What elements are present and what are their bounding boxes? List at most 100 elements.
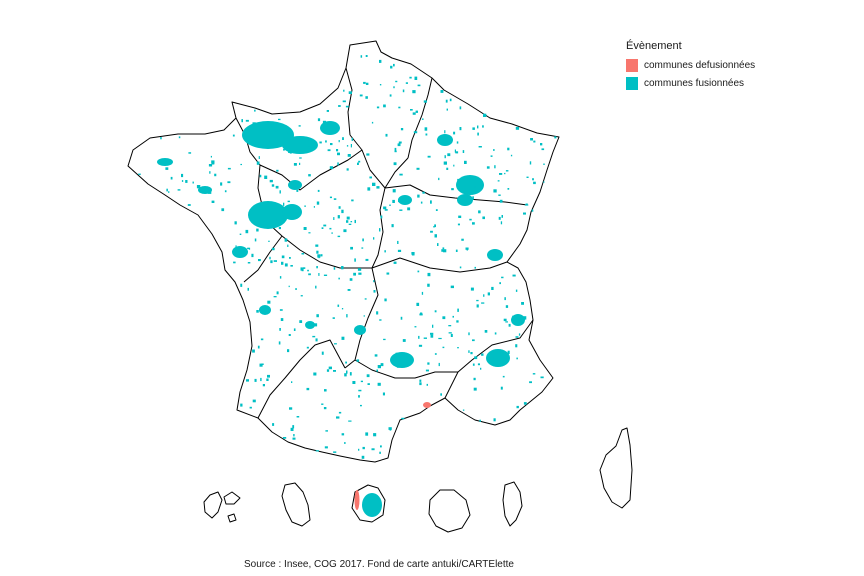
fused-commune-speck <box>321 227 324 229</box>
fused-commune-speck <box>255 130 257 133</box>
fused-commune-speck <box>459 106 462 110</box>
fused-commune-speck <box>358 160 361 163</box>
legend-title: Évènement <box>626 40 682 52</box>
fused-commune-speck <box>279 328 281 331</box>
fused-commune-speck <box>330 143 333 146</box>
fused-commune-speck <box>398 141 402 144</box>
fused-commune-speck <box>421 291 424 295</box>
fused-commune-speck <box>315 244 319 247</box>
fused-commune-speck <box>276 169 279 172</box>
fused-commune-speck <box>490 155 493 157</box>
fused-commune-speck <box>413 131 418 134</box>
fused-commune-speck <box>324 446 328 449</box>
fused-commune-speck <box>316 201 320 205</box>
martinique <box>281 482 311 527</box>
fused-commune-speck <box>529 381 532 384</box>
fused-commune-speck <box>449 98 452 102</box>
fused-commune-speck <box>240 283 243 287</box>
fused-commune-speck <box>362 446 365 450</box>
fused-commune-speck <box>279 190 281 194</box>
fused-commune-speck <box>480 367 482 370</box>
fused-commune-speck <box>302 267 306 269</box>
fused-commune-speck <box>385 133 388 137</box>
fused-commune-speck <box>515 344 518 348</box>
fused-commune-speck <box>354 258 356 262</box>
fused-commune-speck <box>341 308 344 310</box>
fused-commune-speck <box>384 250 386 253</box>
fused-commune-speck <box>374 354 378 357</box>
fused-commune-speck <box>543 163 545 165</box>
fused-commune-speck <box>543 181 545 183</box>
fused-cluster-anjou <box>248 201 288 229</box>
fused-commune-speck <box>185 180 188 183</box>
fused-commune-speck <box>317 118 321 122</box>
fused-commune-speck <box>239 233 242 235</box>
fused-commune-speck <box>276 218 280 221</box>
fused-commune-speck <box>505 305 509 308</box>
fused-commune-speck <box>363 81 366 84</box>
fused-commune-speck <box>269 139 271 143</box>
fused-commune-speck <box>469 218 472 221</box>
fused-commune-speck <box>423 100 427 103</box>
fused-commune-speck <box>273 260 277 262</box>
fused-commune-speck <box>316 250 319 254</box>
fused-commune-speck <box>293 328 296 331</box>
fused-commune-speck <box>320 254 323 257</box>
fused-commune-speck <box>481 353 484 356</box>
fused-commune-speck <box>526 176 529 178</box>
fused-commune-speck <box>350 246 353 250</box>
fused-commune-speck <box>457 347 459 349</box>
fused-commune-speck <box>443 249 447 253</box>
fused-commune-speck <box>376 311 379 315</box>
fused-commune-speck <box>477 132 479 136</box>
fused-commune-speck <box>293 163 297 166</box>
fused-commune-speck <box>507 350 510 354</box>
fused-commune-speck <box>160 137 162 140</box>
fused-commune-speck <box>336 416 340 419</box>
fused-commune-speck <box>296 189 299 192</box>
fused-commune-speck <box>400 128 404 131</box>
fused-commune-speck <box>337 162 339 166</box>
fused-commune-speck <box>298 125 301 127</box>
fused-commune-speck <box>458 215 462 218</box>
fused-commune-speck <box>457 308 459 312</box>
fused-commune-speck <box>178 136 181 139</box>
legend-label-defused: communes defusionnées <box>644 59 756 71</box>
fused-commune-speck <box>466 248 468 251</box>
fused-commune-speck <box>328 366 332 370</box>
fused-commune-speck <box>359 94 363 97</box>
fused-commune-speck <box>304 205 306 207</box>
fused-commune-speck <box>344 373 347 377</box>
fused-commune-speck <box>430 332 434 335</box>
fused-communes-layer <box>157 121 525 517</box>
fused-commune-speck <box>241 119 243 123</box>
fused-commune-speck <box>518 333 521 336</box>
fused-commune-speck <box>505 321 508 323</box>
fused-commune-speck <box>365 55 368 57</box>
fused-commune-speck <box>394 147 397 152</box>
fused-commune-speck <box>338 206 341 209</box>
fused-commune-speck <box>289 151 292 154</box>
fused-commune-speck <box>307 269 309 272</box>
fused-commune-speck <box>295 148 297 152</box>
fused-commune-speck <box>360 404 362 407</box>
fused-commune-speck <box>412 90 416 94</box>
fused-commune-speck <box>288 285 290 288</box>
fused-commune-speck <box>393 86 395 89</box>
fused-commune-speck <box>315 285 317 289</box>
fused-commune-speck <box>208 190 212 194</box>
map-legend: Évènement communes defusionnées communes… <box>626 40 755 92</box>
fused-commune-speck <box>338 277 340 280</box>
fused-commune-speck <box>288 334 291 336</box>
fused-commune-speck <box>398 106 401 109</box>
fused-commune-speck <box>247 262 251 264</box>
fused-commune-speck <box>507 188 510 190</box>
fused-commune-speck <box>397 249 402 252</box>
fused-commune-speck <box>357 162 359 165</box>
fused-commune-speck <box>476 304 479 308</box>
fused-commune-speck <box>192 181 194 184</box>
fused-commune-speck <box>365 432 369 436</box>
fused-commune-speck <box>438 177 440 181</box>
fused-commune-speck <box>366 374 370 378</box>
